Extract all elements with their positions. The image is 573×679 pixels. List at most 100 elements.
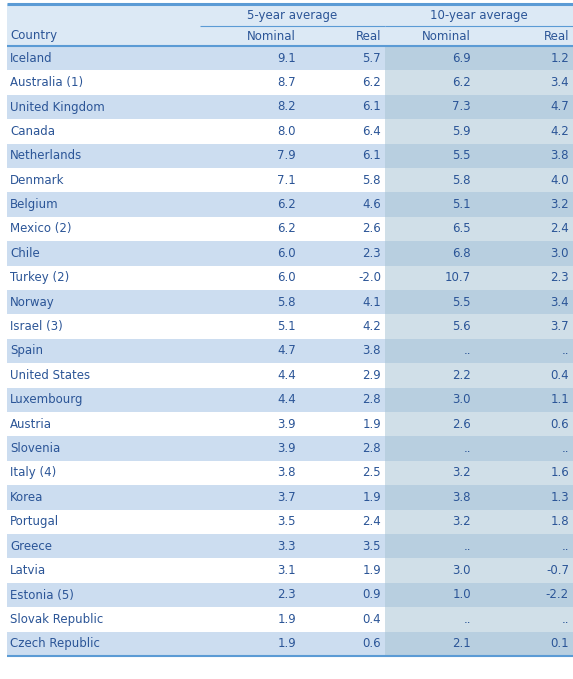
Text: 7.3: 7.3 <box>452 100 471 113</box>
Bar <box>7 26 573 46</box>
Text: -2.2: -2.2 <box>546 589 569 602</box>
Bar <box>7 217 385 241</box>
Text: 0.6: 0.6 <box>362 638 381 650</box>
Bar <box>7 631 385 656</box>
Text: 3.0: 3.0 <box>453 393 471 406</box>
Text: Estonia (5): Estonia (5) <box>10 589 74 602</box>
Text: 10-year average: 10-year average <box>430 9 528 22</box>
Text: 1.9: 1.9 <box>277 613 296 626</box>
Text: Spain: Spain <box>10 344 43 358</box>
Text: ..: .. <box>464 442 471 455</box>
Text: 2.4: 2.4 <box>362 515 381 528</box>
Text: 3.8: 3.8 <box>551 149 569 162</box>
Text: Portugal: Portugal <box>10 515 59 528</box>
Text: Nominal: Nominal <box>247 29 296 43</box>
Text: Norway: Norway <box>10 295 55 309</box>
Text: 0.4: 0.4 <box>362 613 381 626</box>
Text: ..: .. <box>464 613 471 626</box>
Bar <box>385 412 573 437</box>
Text: Austria: Austria <box>10 418 52 430</box>
Text: United States: United States <box>10 369 90 382</box>
Text: 3.1: 3.1 <box>277 564 296 577</box>
Text: ..: .. <box>562 442 569 455</box>
Text: 6.2: 6.2 <box>277 223 296 236</box>
Text: Canada: Canada <box>10 125 55 138</box>
Text: 1.9: 1.9 <box>362 418 381 430</box>
Text: -0.7: -0.7 <box>546 564 569 577</box>
Text: Denmark: Denmark <box>10 174 65 187</box>
Bar <box>7 265 385 290</box>
Text: 2.5: 2.5 <box>362 466 381 479</box>
Bar <box>385 192 573 217</box>
Bar <box>7 120 385 143</box>
Text: 3.0: 3.0 <box>551 247 569 260</box>
Bar <box>385 339 573 363</box>
Text: Australia (1): Australia (1) <box>10 76 83 89</box>
Text: Greece: Greece <box>10 540 52 553</box>
Bar <box>7 241 385 265</box>
Bar <box>385 46 573 71</box>
Text: 3.4: 3.4 <box>551 76 569 89</box>
Bar <box>7 46 385 71</box>
Text: 4.6: 4.6 <box>362 198 381 211</box>
Bar <box>385 558 573 583</box>
Text: 6.0: 6.0 <box>277 247 296 260</box>
Text: United Kingdom: United Kingdom <box>10 100 105 113</box>
Text: 6.2: 6.2 <box>452 76 471 89</box>
Text: 0.9: 0.9 <box>362 589 381 602</box>
Text: Real: Real <box>544 29 569 43</box>
Text: 1.8: 1.8 <box>551 515 569 528</box>
Text: 2.6: 2.6 <box>362 223 381 236</box>
Bar <box>7 4 573 26</box>
Text: 2.8: 2.8 <box>362 393 381 406</box>
Bar <box>385 120 573 143</box>
Text: Luxembourg: Luxembourg <box>10 393 84 406</box>
Text: 3.5: 3.5 <box>277 515 296 528</box>
Text: Slovenia: Slovenia <box>10 442 60 455</box>
Text: Real: Real <box>355 29 381 43</box>
Text: 8.7: 8.7 <box>277 76 296 89</box>
Text: 0.1: 0.1 <box>551 638 569 650</box>
Text: 5.5: 5.5 <box>453 149 471 162</box>
Bar <box>7 290 385 314</box>
Text: Chile: Chile <box>10 247 40 260</box>
Bar <box>7 607 385 631</box>
Text: 7.1: 7.1 <box>277 174 296 187</box>
Text: 1.9: 1.9 <box>362 491 381 504</box>
Text: -2.0: -2.0 <box>358 272 381 285</box>
Bar <box>385 607 573 631</box>
Text: 3.0: 3.0 <box>453 564 471 577</box>
Bar <box>385 363 573 388</box>
Bar <box>7 583 385 607</box>
Bar <box>385 437 573 461</box>
Text: 3.2: 3.2 <box>551 198 569 211</box>
Bar <box>7 168 385 192</box>
Text: 3.8: 3.8 <box>453 491 471 504</box>
Text: 1.9: 1.9 <box>277 638 296 650</box>
Text: Slovak Republic: Slovak Republic <box>10 613 103 626</box>
Text: 1.2: 1.2 <box>550 52 569 65</box>
Text: 4.7: 4.7 <box>550 100 569 113</box>
Text: 2.3: 2.3 <box>277 589 296 602</box>
Text: 1.0: 1.0 <box>452 589 471 602</box>
Text: 5.1: 5.1 <box>452 198 471 211</box>
Text: 5-year average: 5-year average <box>248 9 337 22</box>
Text: Iceland: Iceland <box>10 52 53 65</box>
Text: 6.8: 6.8 <box>452 247 471 260</box>
Text: 5.7: 5.7 <box>362 52 381 65</box>
Text: 0.4: 0.4 <box>551 369 569 382</box>
Text: Korea: Korea <box>10 491 44 504</box>
Bar <box>385 314 573 339</box>
Text: 5.6: 5.6 <box>452 320 471 333</box>
Text: 4.7: 4.7 <box>277 344 296 358</box>
Text: 2.4: 2.4 <box>550 223 569 236</box>
Text: 6.2: 6.2 <box>362 76 381 89</box>
Text: Latvia: Latvia <box>10 564 46 577</box>
Text: 3.9: 3.9 <box>277 442 296 455</box>
Text: 6.1: 6.1 <box>362 100 381 113</box>
Bar <box>385 95 573 120</box>
Text: 6.5: 6.5 <box>452 223 471 236</box>
Bar <box>385 143 573 168</box>
Text: Czech Republic: Czech Republic <box>10 638 100 650</box>
Bar <box>385 290 573 314</box>
